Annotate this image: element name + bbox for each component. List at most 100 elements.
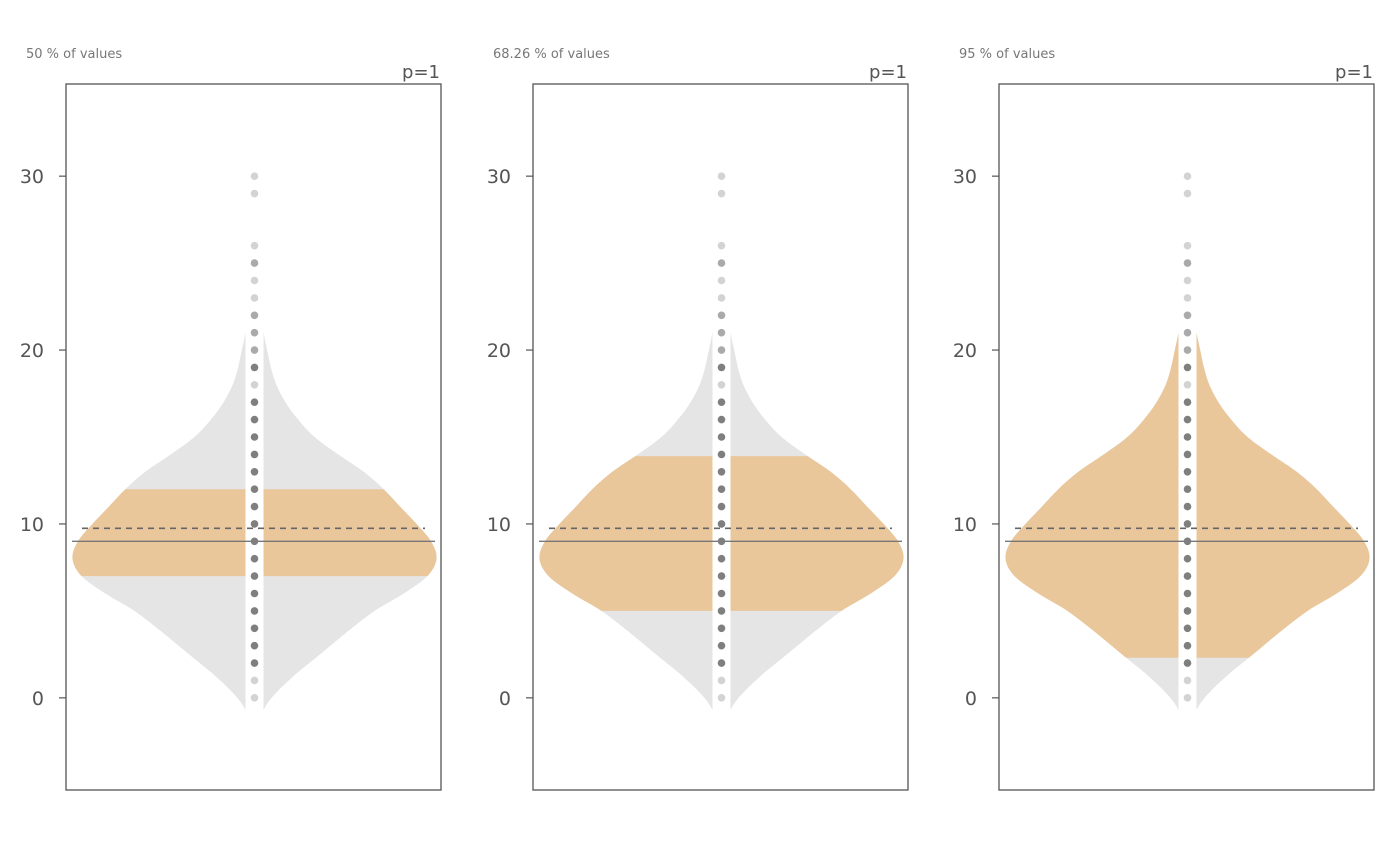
data-point [250, 659, 259, 667]
data-point [717, 537, 726, 546]
data-point [250, 572, 259, 580]
y-tick-label: 30 [20, 166, 44, 188]
data-point [250, 485, 259, 494]
data-point [717, 259, 726, 267]
data-point [1183, 468, 1192, 476]
p-value-label: p=1 [1335, 62, 1373, 83]
data-point [717, 276, 726, 285]
data-point [1183, 259, 1192, 267]
data-point [717, 624, 726, 633]
data-point [1183, 172, 1192, 180]
data-point [250, 676, 259, 685]
data-point [717, 398, 726, 407]
panel-1: 0 10 20 30 50 % of values p=1 [20, 47, 442, 791]
data-point [717, 294, 726, 302]
data-point [717, 694, 726, 702]
data-point [1183, 241, 1192, 250]
data-point [250, 468, 259, 476]
data-point [717, 172, 726, 180]
data-point [250, 346, 259, 354]
data-point [1183, 485, 1192, 494]
data-point [717, 433, 726, 441]
y-tick-label: 20 [487, 340, 511, 362]
p-value-label: p=1 [402, 62, 440, 83]
data-point [1183, 589, 1192, 598]
data-point [717, 189, 726, 198]
y-tick-label: 20 [20, 340, 44, 362]
data-point [250, 433, 259, 441]
data-point [1183, 572, 1192, 580]
plot-frame [532, 83, 909, 791]
y-tick-label: 30 [487, 166, 511, 188]
panel-subtitle: 95 % of values [959, 47, 1055, 62]
data-point [1183, 537, 1192, 546]
data-point [717, 502, 726, 511]
panel-subtitle: 50 % of values [26, 47, 122, 62]
data-point [1183, 502, 1192, 511]
data-point [1183, 659, 1192, 667]
data-point [717, 676, 726, 685]
y-tick-label: 30 [953, 166, 977, 188]
data-point [717, 415, 726, 424]
data-point [250, 363, 259, 372]
data-point [250, 294, 259, 302]
data-point [250, 415, 259, 424]
data-point [1183, 554, 1192, 563]
data-point [250, 398, 259, 407]
data-point [717, 311, 726, 320]
data-point [1183, 328, 1192, 337]
y-tick-label: 0 [32, 688, 44, 710]
data-point [717, 641, 726, 650]
data-point [1183, 189, 1192, 198]
data-point [1183, 346, 1192, 354]
data-point [717, 485, 726, 494]
data-point [717, 241, 726, 250]
data-point [717, 468, 726, 476]
data-point [717, 659, 726, 667]
data-point [250, 589, 259, 598]
data-point [1183, 624, 1192, 633]
data-point [1183, 520, 1192, 528]
data-point [250, 502, 259, 511]
data-point [717, 589, 726, 598]
data-point [1183, 433, 1192, 441]
data-point [1183, 676, 1192, 685]
data-point [717, 346, 726, 354]
data-point [250, 172, 259, 180]
panel-3: 0 10 20 30 95 % of values p=1 [953, 47, 1375, 791]
plot-frame [998, 83, 1375, 791]
data-point [717, 363, 726, 372]
panel-subtitle: 68.26 % of values [493, 47, 610, 62]
data-point [717, 607, 726, 615]
panel-2: 0 10 20 30 68.26 % of values p=1 [487, 47, 909, 791]
y-tick-label: 20 [953, 340, 977, 362]
data-point [250, 328, 259, 337]
data-point [717, 328, 726, 337]
data-point [250, 189, 259, 198]
data-point [1183, 641, 1192, 650]
data-point [717, 520, 726, 528]
data-point [250, 381, 259, 389]
y-tick-label: 0 [965, 688, 977, 710]
data-point [250, 311, 259, 320]
data-point [250, 554, 259, 563]
y-tick-label: 10 [487, 514, 511, 536]
data-point [250, 520, 259, 528]
data-point [1183, 363, 1192, 372]
data-point [1183, 398, 1192, 407]
data-point [250, 450, 259, 459]
data-point [250, 276, 259, 285]
p-value-label: p=1 [869, 62, 907, 83]
data-point [717, 572, 726, 580]
data-point [250, 624, 259, 633]
y-tick-label: 10 [20, 514, 44, 536]
data-point [250, 641, 259, 650]
data-point [1183, 607, 1192, 615]
data-point [250, 241, 259, 250]
data-point [250, 259, 259, 267]
data-point [1183, 694, 1192, 702]
data-point [250, 694, 259, 702]
data-point [250, 607, 259, 615]
data-point [1183, 276, 1192, 285]
